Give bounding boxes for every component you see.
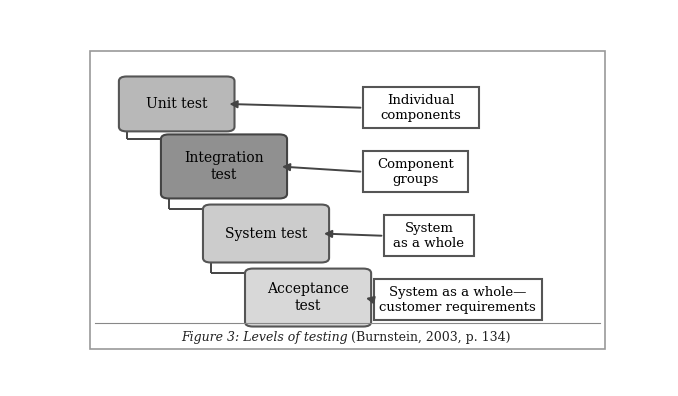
- Text: Acceptance
test: Acceptance test: [267, 282, 349, 313]
- Text: System as a whole—
customer requirements: System as a whole— customer requirements: [380, 286, 536, 314]
- Text: System test: System test: [225, 227, 307, 240]
- Text: Component
groups: Component groups: [378, 158, 454, 186]
- FancyBboxPatch shape: [363, 151, 468, 192]
- Text: System
as a whole: System as a whole: [393, 222, 464, 250]
- Text: Integration
test: Integration test: [184, 151, 264, 181]
- FancyBboxPatch shape: [374, 279, 542, 320]
- Text: Figure 3: Levels of testing: Figure 3: Levels of testing: [181, 331, 348, 345]
- FancyBboxPatch shape: [384, 215, 473, 256]
- Text: Unit test: Unit test: [146, 97, 207, 111]
- FancyBboxPatch shape: [245, 268, 371, 327]
- Text: (Burnstein, 2003, p. 134): (Burnstein, 2003, p. 134): [348, 331, 511, 345]
- FancyBboxPatch shape: [203, 205, 329, 263]
- FancyBboxPatch shape: [363, 87, 479, 128]
- FancyBboxPatch shape: [90, 51, 605, 349]
- FancyBboxPatch shape: [119, 76, 235, 131]
- Text: Individual
components: Individual components: [380, 94, 462, 122]
- FancyBboxPatch shape: [161, 134, 287, 198]
